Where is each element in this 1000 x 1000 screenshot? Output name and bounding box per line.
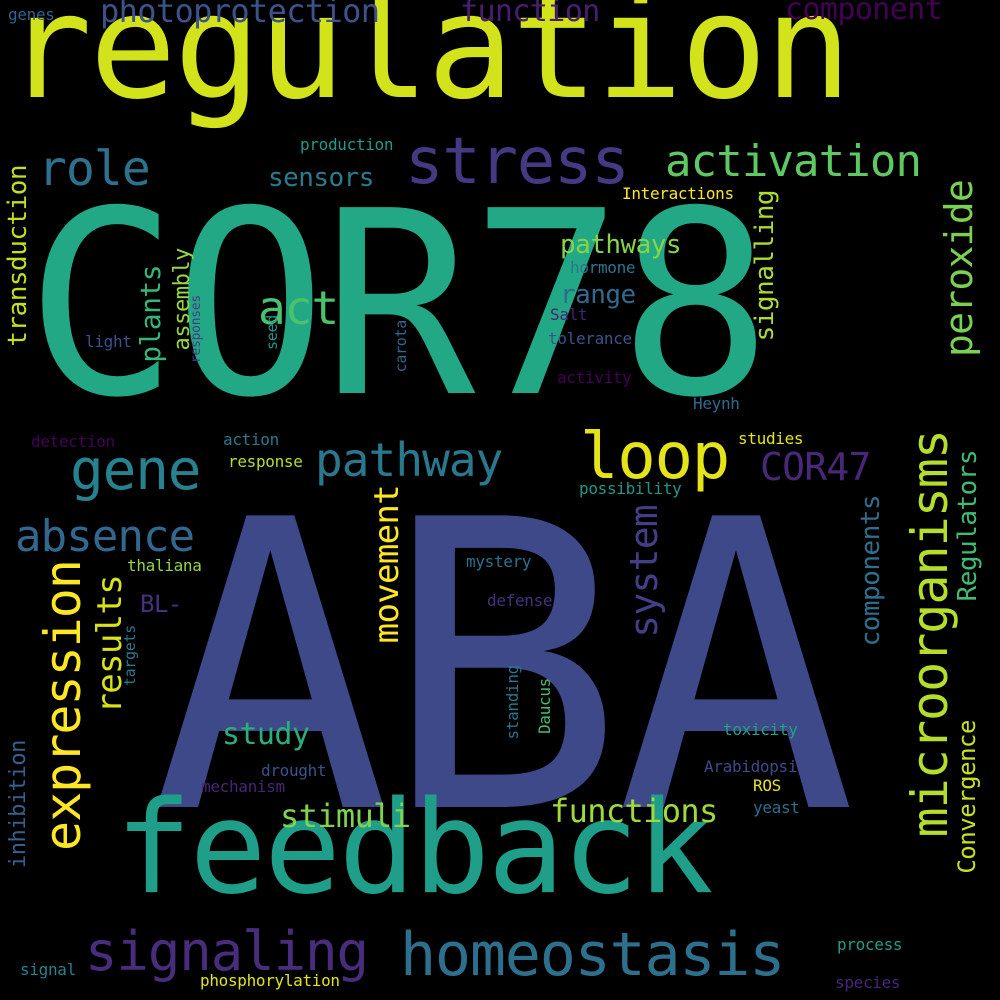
word-possibility: possibility (579, 479, 682, 498)
word-signalling: signalling (750, 190, 780, 342)
word-detection: detection (31, 432, 115, 451)
word-study: study (222, 717, 310, 752)
word-cor47: COR47 (760, 445, 871, 489)
word-components: components (856, 495, 886, 647)
word-regulators: Regulators (953, 450, 983, 602)
word-phosphorylation: phosphorylation (200, 971, 340, 990)
word-targets: targets (121, 625, 139, 687)
word-process: process (837, 935, 903, 954)
word-cor78: COR78 (25, 157, 772, 454)
word-inhibition: inhibition (6, 740, 31, 869)
word-stimuli: stimuli (280, 797, 411, 835)
word-light: light (85, 332, 132, 351)
word-role: role (38, 141, 151, 197)
word-range: range (560, 280, 636, 310)
word-response: response (228, 452, 303, 471)
word-movement: movement (367, 485, 407, 644)
word-peroxide: peroxide (937, 180, 981, 357)
word-tolerance: tolerance (548, 329, 632, 348)
word-hormone: hormone (570, 258, 636, 277)
word-sensors: sensors (268, 163, 374, 193)
word-mechanism: mechanism (201, 777, 285, 796)
word-action: action (223, 430, 279, 449)
word-responses: responses (189, 295, 204, 364)
word-drought: drought (261, 761, 327, 780)
word-defense: defense (487, 591, 553, 610)
word-act: act (258, 281, 339, 335)
word-genes: genes (8, 5, 55, 24)
word-homeostasis: homeostasis (400, 920, 785, 990)
word-toxicity: toxicity (723, 720, 798, 739)
word-seed: seed (263, 315, 281, 350)
word-yeast: yeast (753, 798, 800, 817)
word-ros: ROS (753, 776, 781, 795)
word-activation: activation (665, 136, 922, 187)
word-arabidopsis: Arabidopsis (704, 757, 807, 776)
word-signal: signal (20, 960, 76, 979)
word-bl: BL- (140, 590, 182, 618)
word-transduction: transduction (3, 165, 33, 347)
word-daucus: Daucus (535, 678, 554, 734)
word-production: production (300, 135, 394, 154)
word-function: function (460, 0, 600, 29)
word-species: species (835, 973, 901, 992)
word-gene: gene (70, 438, 202, 503)
word-system: system (622, 505, 666, 638)
word-convergence: Convergence (953, 720, 981, 874)
word-pathway: pathway (315, 433, 503, 487)
word-expression: expression (34, 560, 92, 852)
word-microorganisms: microorganisms (901, 430, 959, 838)
word-aba: ABA (150, 437, 856, 902)
word-standing: standing (503, 665, 522, 740)
word-heynh: Heynh (693, 394, 740, 413)
word-component: component (785, 0, 943, 27)
word-signaling: signaling (85, 920, 369, 983)
word-plants: plants (134, 265, 167, 363)
word-salt: Salt (550, 305, 588, 324)
word-interactions: Interactions (622, 184, 734, 203)
word-loop: loop (580, 420, 730, 494)
word-absence: absence (15, 511, 195, 562)
word-activity: activity (557, 368, 632, 387)
word-pathways: pathways (560, 230, 682, 260)
word-feedback: feedback (115, 774, 714, 923)
word-mystery: mystery (466, 552, 532, 571)
word-studies: studies (738, 429, 804, 448)
word-regulation: regulation (5, 0, 852, 132)
word-stress: stress (405, 125, 630, 199)
word-functions: functions (550, 792, 718, 830)
word-thaliana: thaliana (127, 556, 202, 575)
word-carota: carota (392, 320, 410, 373)
word-photoprotection: photoprotection (100, 0, 380, 30)
